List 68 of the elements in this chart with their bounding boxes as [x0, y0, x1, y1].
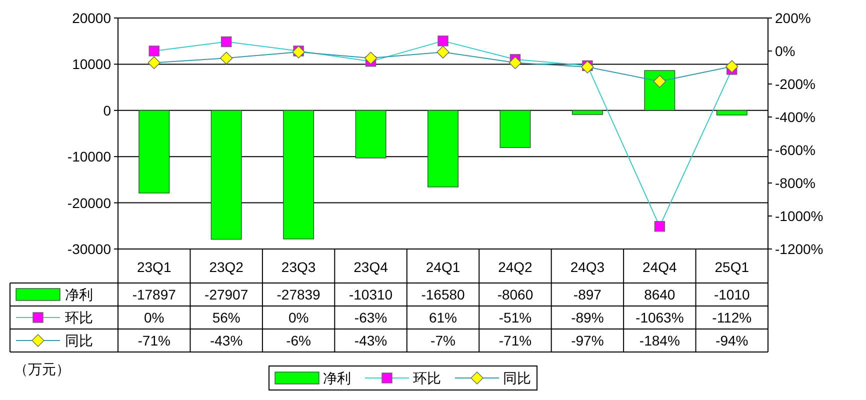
x-tick-label: 24Q4	[642, 259, 678, 275]
data-label: -89%	[571, 310, 604, 326]
data-label: -71%	[498, 332, 532, 348]
legend-label: 同比	[65, 332, 93, 348]
point	[438, 36, 448, 46]
data-label: -184%	[639, 332, 680, 348]
data-label: -43%	[210, 332, 243, 348]
data-label: -1010	[714, 286, 750, 302]
y2-tick-label: -1200%	[775, 241, 824, 257]
data-label: -8060	[497, 286, 534, 302]
point	[726, 60, 738, 73]
data-label: -63%	[354, 310, 388, 326]
y2-tick-label: -800%	[775, 175, 816, 191]
data-label: -43%	[354, 332, 388, 348]
point	[148, 46, 160, 56]
x-tick-label: 23Q4	[354, 259, 388, 275]
x-tick-label: 23Q3	[281, 259, 316, 275]
point	[220, 36, 232, 48]
point	[148, 56, 160, 70]
y-tick-label: -10000	[67, 148, 112, 165]
legend-label: 环比	[65, 310, 93, 326]
data-label: -17897	[132, 286, 176, 302]
point	[364, 52, 378, 64]
y2-tick-label: 200%	[775, 10, 811, 26]
point	[653, 75, 666, 88]
data-label: 8640	[644, 286, 676, 302]
legend-label: 净利	[65, 286, 93, 302]
x-tick-label: 25Q1	[714, 259, 750, 275]
data-label: -7%	[430, 332, 456, 348]
data-label: -6%	[286, 332, 312, 348]
y-tick-label: 20000	[72, 10, 112, 26]
data-label: 61%	[428, 310, 458, 326]
data-label: -27839	[276, 286, 321, 302]
x-tick-label: 24Q1	[426, 259, 460, 275]
x-tick-label: 23Q1	[136, 259, 172, 275]
data-label: -112%	[712, 310, 752, 326]
data-label: -10310	[348, 286, 393, 302]
data-label: -897	[573, 286, 602, 302]
x-tick-label: 24Q2	[498, 259, 533, 275]
data-label: 0%	[288, 310, 309, 326]
point	[220, 52, 233, 64]
data-label: -51%	[498, 310, 532, 326]
data-label: 0%	[144, 310, 164, 326]
y-tick-label: 0	[103, 102, 112, 118]
data-label: -71%	[138, 332, 170, 348]
text: 同比	[503, 370, 531, 386]
y2-tick-label: -200%	[775, 76, 816, 92]
point	[508, 56, 522, 70]
y-tick-label: -30000	[67, 241, 112, 257]
point	[654, 221, 666, 232]
y2-tick-label: 0%	[775, 43, 796, 59]
y-tick-label: 10000	[72, 56, 112, 72]
point	[436, 46, 450, 59]
y2-tick-label: -600%	[775, 142, 816, 158]
y-tick-label: -20000	[67, 194, 112, 211]
data-label: -1063%	[636, 310, 684, 326]
data-label: -27907	[204, 286, 248, 302]
y2-tick-label: -400%	[775, 109, 816, 125]
data-label: -97%	[571, 332, 604, 348]
data-label: -94%	[716, 332, 748, 348]
text: 环比	[413, 370, 441, 386]
y2-tick-label: -1000%	[775, 208, 824, 224]
data-label: 56%	[212, 310, 240, 326]
text: （万元）	[14, 361, 70, 377]
x-tick-label: 23Q2	[209, 259, 244, 275]
data-label: -16580	[421, 286, 466, 302]
x-tick-label: 24Q3	[570, 259, 605, 275]
text: 净利	[323, 370, 351, 386]
